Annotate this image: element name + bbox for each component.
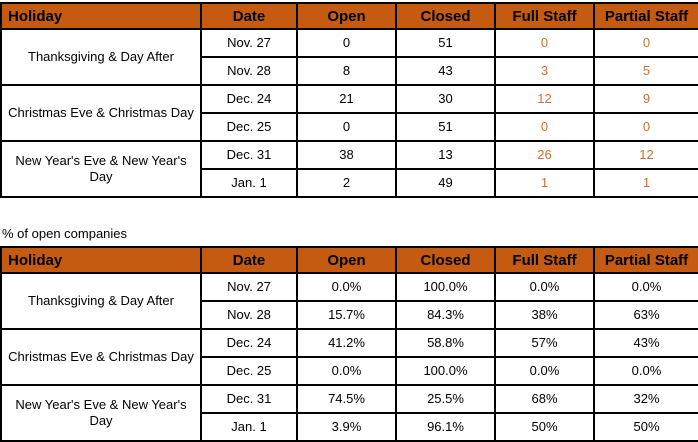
date-cell: Dec. 25: [200, 356, 298, 386]
holiday-cell: New Year's Eve & New Year's Day: [0, 384, 202, 442]
partial-staff-cell: 0: [593, 112, 698, 142]
open-cell: 0.0%: [296, 272, 397, 302]
open-cell: 74.5%: [296, 384, 397, 414]
column-header-full-staff: Full Staff: [494, 2, 595, 30]
closed-cell: 100.0%: [395, 272, 496, 302]
date-cell: Dec. 31: [200, 384, 298, 414]
full-staff-cell: 50%: [494, 412, 595, 442]
holiday-cell: Christmas Eve & Christmas Day: [0, 328, 202, 386]
open-cell: 0: [296, 112, 397, 142]
open-cell: 21: [296, 84, 397, 114]
table-row: Dec. 25 0.0% 100.0% 0.0% 0.0%: [1, 356, 698, 386]
date-cell: Nov. 27: [200, 272, 298, 302]
partial-staff-cell: 43%: [593, 328, 698, 358]
percent-section-label: % of open companies: [2, 226, 128, 241]
full-staff-cell: 1: [494, 168, 595, 198]
holiday-cell: New Year's Eve & New Year's Day: [0, 140, 202, 198]
closed-cell: 84.3%: [395, 300, 496, 330]
date-cell: Nov. 28: [200, 56, 298, 86]
table-row: New Year's Eve & New Year's Day Dec. 31 …: [0, 384, 698, 442]
counts-header-row: Holiday Date Open Closed Full Staff Part…: [0, 2, 698, 30]
date-cell: Jan. 1: [200, 168, 298, 198]
partial-staff-cell: 0: [593, 28, 698, 58]
open-cell: 41.2%: [296, 328, 397, 358]
closed-cell: 49: [395, 168, 496, 198]
table-row: Jan. 1 2 49 1 1: [1, 168, 698, 198]
partial-staff-cell: 0.0%: [593, 272, 698, 302]
partial-staff-cell: 12: [593, 140, 698, 170]
date-cell: Jan. 1: [200, 412, 298, 442]
table-row: Nov. 28 15.7% 84.3% 38% 63%: [1, 300, 698, 330]
closed-cell: 96.1%: [395, 412, 496, 442]
partial-staff-cell: 50%: [593, 412, 698, 442]
open-cell: 0: [296, 28, 397, 58]
holiday-counts-table: Holiday Date Open Closed Full Staff Part…: [0, 2, 698, 198]
closed-cell: 43: [395, 56, 496, 86]
full-staff-cell: 68%: [494, 384, 595, 414]
closed-cell: 13: [395, 140, 496, 170]
holiday-cell: Thanksgiving & Day After: [0, 28, 202, 86]
closed-cell: 30: [395, 84, 496, 114]
open-cell: 0.0%: [296, 356, 397, 386]
holiday-cell: Christmas Eve & Christmas Day: [0, 84, 202, 142]
full-staff-cell: 38%: [494, 300, 595, 330]
full-staff-cell: 12: [494, 84, 595, 114]
open-cell: 8: [296, 56, 397, 86]
column-header-closed: Closed: [395, 246, 496, 274]
partial-staff-cell: 5: [593, 56, 698, 86]
percent-header-row: Holiday Date Open Closed Full Staff Part…: [0, 246, 698, 274]
closed-cell: 100.0%: [395, 356, 496, 386]
column-header-partial-staff: Partial Staff: [593, 246, 698, 274]
column-header-open: Open: [296, 246, 397, 274]
open-cell: 2: [296, 168, 397, 198]
column-header-date: Date: [200, 246, 298, 274]
holiday-cell: Thanksgiving & Day After: [0, 272, 202, 330]
full-staff-cell: 0: [494, 28, 595, 58]
table-row: Christmas Eve & Christmas Day Dec. 24 41…: [0, 328, 698, 386]
column-header-closed: Closed: [395, 2, 496, 30]
date-cell: Dec. 25: [200, 112, 298, 142]
open-cell: 3.9%: [296, 412, 397, 442]
partial-staff-cell: 1: [593, 168, 698, 198]
closed-cell: 25.5%: [395, 384, 496, 414]
table-row: Jan. 1 3.9% 96.1% 50% 50%: [1, 412, 698, 442]
full-staff-cell: 26: [494, 140, 595, 170]
table-row: Christmas Eve & Christmas Day Dec. 24 21…: [0, 84, 698, 142]
column-header-partial-staff: Partial Staff: [593, 2, 698, 30]
full-staff-cell: 3: [494, 56, 595, 86]
date-cell: Dec. 24: [200, 328, 298, 358]
partial-staff-cell: 63%: [593, 300, 698, 330]
date-cell: Nov. 28: [200, 300, 298, 330]
closed-cell: 58.8%: [395, 328, 496, 358]
full-staff-cell: 0: [494, 112, 595, 142]
closed-cell: 51: [395, 112, 496, 142]
column-header-date: Date: [200, 2, 298, 30]
partial-staff-cell: 9: [593, 84, 698, 114]
date-cell: Dec. 24: [200, 84, 298, 114]
column-header-holiday: Holiday: [0, 246, 202, 274]
holiday-percent-table: Holiday Date Open Closed Full Staff Part…: [0, 246, 698, 442]
date-cell: Dec. 31: [200, 140, 298, 170]
table-row: Nov. 28 8 43 3 5: [1, 56, 698, 86]
table-row: New Year's Eve & New Year's Day Dec. 31 …: [0, 140, 698, 198]
date-cell: Nov. 27: [200, 28, 298, 58]
partial-staff-cell: 0.0%: [593, 356, 698, 386]
table-row: Dec. 25 0 51 0 0: [1, 112, 698, 142]
table-row: Thanksgiving & Day After Nov. 27 0.0% 10…: [0, 272, 698, 330]
open-cell: 15.7%: [296, 300, 397, 330]
closed-cell: 51: [395, 28, 496, 58]
full-staff-cell: 0.0%: [494, 272, 595, 302]
full-staff-cell: 57%: [494, 328, 595, 358]
partial-staff-cell: 32%: [593, 384, 698, 414]
full-staff-cell: 0.0%: [494, 356, 595, 386]
table-row: Thanksgiving & Day After Nov. 27 0 51 0 …: [0, 28, 698, 86]
column-header-open: Open: [296, 2, 397, 30]
open-cell: 38: [296, 140, 397, 170]
column-header-full-staff: Full Staff: [494, 246, 595, 274]
column-header-holiday: Holiday: [0, 2, 202, 30]
